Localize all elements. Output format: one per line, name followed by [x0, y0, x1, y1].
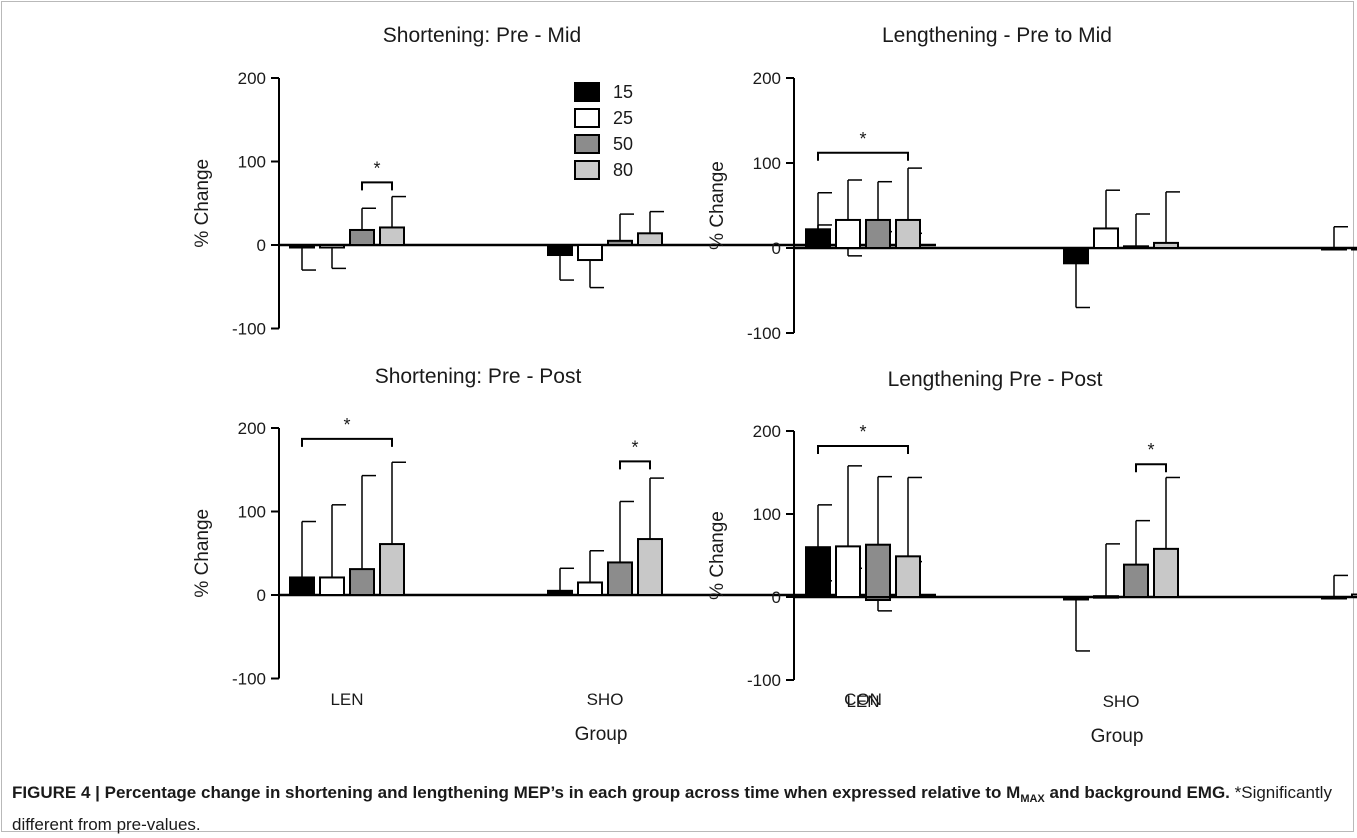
bar-50-SHO	[1124, 246, 1148, 248]
legend-label-25: 25	[613, 108, 633, 128]
bar-50-LEN	[350, 569, 374, 595]
y-axis-label: % Change	[192, 509, 213, 598]
bar-80-LEN	[896, 220, 920, 248]
chart-panel-1: Lengthening - Pre to Mid -100 0 100 200 % Cha…	[707, 24, 1357, 343]
bar-80-SHO	[1154, 549, 1178, 597]
bar-15-LEN	[290, 577, 314, 595]
chart-panel-3: Lengthening Pre - Post -100 0 100 200 % Chang…	[707, 368, 1357, 747]
y-tick-label: 200	[753, 422, 781, 441]
significance-bracket	[818, 446, 908, 454]
bar-15-SHO	[1064, 248, 1088, 263]
bar-50-SHO	[1124, 565, 1148, 597]
category-label-SHO: SHO	[1103, 692, 1140, 711]
bar-25-SHO	[1094, 228, 1118, 248]
bar-15-SHO	[548, 245, 572, 255]
significance-bracket	[1136, 464, 1166, 472]
bar-80-SHO	[638, 233, 662, 245]
bar-15-CON	[1322, 248, 1346, 250]
y-tick-label: 0	[772, 239, 781, 258]
y-tick-label: 100	[753, 154, 781, 173]
bar-50-SHO	[608, 562, 632, 595]
significance-bracket	[302, 439, 392, 447]
legend-label-50: 50	[613, 134, 633, 154]
legend-swatch-15	[575, 83, 599, 101]
y-tick-label: 0	[257, 586, 266, 605]
bar-50-SHO	[608, 241, 632, 245]
y-tick-label: -100	[747, 671, 781, 690]
significance-bracket	[362, 182, 392, 190]
y-tick-label: 200	[753, 69, 781, 88]
bar-80-SHO	[1154, 243, 1178, 248]
y-tick-label: 100	[753, 505, 781, 524]
y-tick-label: -100	[232, 320, 266, 339]
chart-title: Shortening: Pre - Post	[375, 365, 582, 388]
chart-panel-0: Shortening: Pre - Mid -100 0 100 200 % Change…	[192, 24, 936, 339]
x-axis-label: Group	[1091, 726, 1144, 747]
category-label-LEN: LEN	[846, 692, 879, 711]
chart-title: Lengthening Pre - Post	[888, 368, 1103, 391]
chart-title: Shortening: Pre - Mid	[383, 24, 581, 47]
bar-25-LEN	[836, 546, 860, 597]
significance-star: *	[373, 158, 380, 178]
bar-25-SHO	[578, 245, 602, 260]
bar-80-LEN	[380, 544, 404, 595]
bar-25-LEN	[836, 220, 860, 248]
y-axis-label: % Change	[192, 159, 213, 248]
caption-title: FIGURE 4 | Percentage change in shorteni…	[12, 783, 1020, 802]
bar-15-LEN	[290, 245, 314, 248]
significance-star: *	[343, 415, 350, 435]
category-label-LEN: LEN	[330, 690, 363, 709]
bar-25-LEN	[320, 577, 344, 595]
bar-25-CON	[1352, 248, 1357, 250]
y-axis-label: % Change	[707, 161, 728, 250]
bar-80-LEN	[380, 227, 404, 245]
y-tick-label: 100	[238, 503, 266, 522]
legend-swatch-80	[575, 161, 599, 179]
legend-swatch-25	[575, 109, 599, 127]
chart-title: Lengthening - Pre to Mid	[882, 24, 1112, 47]
legend-label-15: 15	[613, 82, 633, 102]
bar-15-SHO	[1064, 597, 1088, 599]
legend-swatch-50	[575, 135, 599, 153]
category-label-SHO: SHO	[587, 690, 624, 709]
bar-15-LEN	[806, 547, 830, 597]
bar-80-SHO	[638, 539, 662, 595]
significance-star: *	[859, 129, 866, 149]
x-axis-label: Group	[575, 724, 628, 745]
bar-15-LEN	[806, 229, 830, 248]
caption-subscript: MAX	[1020, 793, 1044, 805]
figure-caption: FIGURE 4 | Percentage change in shorteni…	[12, 780, 1342, 838]
y-tick-label: 200	[238, 419, 266, 438]
caption-title-end: and background EMG.	[1045, 783, 1230, 802]
bar-15-CON	[1322, 597, 1346, 599]
y-tick-label: 0	[257, 236, 266, 255]
y-tick-label: -100	[232, 670, 266, 689]
y-tick-label: 100	[238, 153, 266, 172]
bar-50-LEN	[866, 220, 890, 248]
y-tick-label: 200	[238, 69, 266, 88]
legend-label-80: 80	[613, 160, 633, 180]
bar-50-LEN	[350, 230, 374, 245]
significance-bracket	[818, 153, 908, 161]
bar-50-LEN	[866, 545, 890, 597]
figure-4-charts: Shortening: Pre - Mid -100 0 100 200 % Change…	[0, 0, 1357, 760]
bar-80-LEN	[896, 556, 920, 597]
bar-15-SHO	[548, 591, 572, 595]
bar-25-SHO	[578, 582, 602, 595]
significance-star: *	[859, 422, 866, 442]
significance-star: *	[631, 437, 638, 457]
y-axis-label: % Change	[707, 511, 728, 600]
y-tick-label: -100	[747, 324, 781, 343]
bar-25-CON	[1352, 595, 1357, 597]
significance-star: *	[1147, 440, 1154, 460]
y-tick-label: 0	[772, 588, 781, 607]
bar-25-SHO	[1094, 596, 1118, 598]
significance-bracket	[620, 461, 650, 469]
bar-25-LEN	[320, 245, 344, 248]
